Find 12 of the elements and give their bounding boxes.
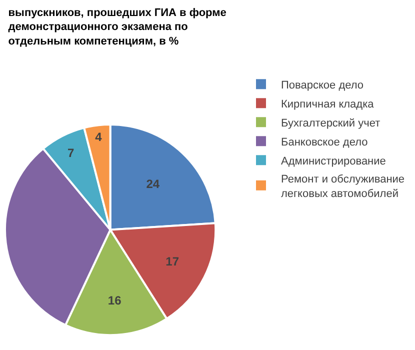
legend-label: Бухгалтерский учет bbox=[281, 117, 380, 130]
legend-label: Кирпичная кладка bbox=[281, 98, 375, 110]
data-label: 7 bbox=[68, 146, 75, 160]
legend-label: Ремонт и обслуживание легковых автомобилей bbox=[281, 174, 405, 200]
chart-title: выпускников, прошедших ГИА в форме демонстрационного экзамена по отдельным компетенциям, в % bbox=[8, 6, 226, 48]
data-label: 4 bbox=[95, 130, 102, 144]
legend-label: Банковское дело bbox=[281, 136, 368, 148]
legend-label: Администрирование bbox=[281, 155, 386, 168]
legend-label: Поварское дело bbox=[281, 79, 364, 92]
data-label: 17 bbox=[166, 254, 180, 268]
data-label: 24 bbox=[146, 177, 160, 192]
data-label: 16 bbox=[108, 294, 122, 308]
